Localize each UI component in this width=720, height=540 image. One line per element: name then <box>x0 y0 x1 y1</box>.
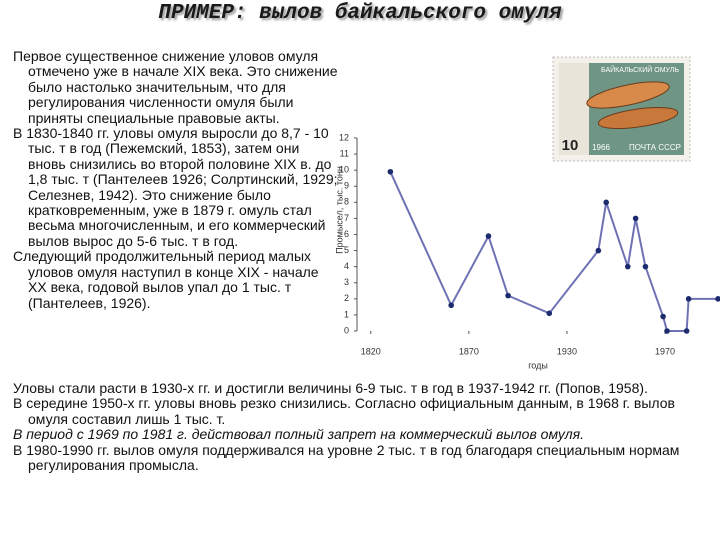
stamp-year: 1966 <box>592 143 610 152</box>
paragraph: В середине 1950-х гг. уловы вновь резко … <box>13 395 675 427</box>
y-tick-label: 9 <box>344 181 349 191</box>
y-axis-label: Промысел, тыс. тонн <box>334 166 344 254</box>
y-tick-label: 12 <box>339 132 349 142</box>
stamp: БАЙКАЛЬСКИЙ ОМУЛЬ 10 1966 ПОЧТА СССР <box>552 56 691 162</box>
paragraph: В 1830-1840 гг. уловы омуля выросли до 8… <box>13 125 338 249</box>
y-tick-label: 6 <box>344 229 349 239</box>
bottom-text: Уловы стали расти в 1930-х гг. и достигл… <box>6 380 718 474</box>
chart: БАЙКАЛЬСКИЙ ОМУЛЬ 10 1966 ПОЧТА СССР Про… <box>334 56 720 370</box>
slide-title: ПРИМЕР: вылов байкальского омуля <box>158 2 562 25</box>
y-tick-label: 0 <box>344 325 349 335</box>
stamp-side <box>559 63 589 155</box>
stamp-caption: БАЙКАЛЬСКИЙ ОМУЛЬ <box>601 65 679 74</box>
data-point <box>505 292 511 299</box>
y-tick-label: 1 <box>344 309 349 319</box>
left-text: Первое существенное снижение уловов омул… <box>6 48 340 311</box>
data-point <box>660 313 666 320</box>
data-point <box>485 233 492 239</box>
y-tick-label: 4 <box>344 261 349 271</box>
paragraph: Первое существенное снижение уловов омул… <box>13 48 338 126</box>
data-point <box>624 263 631 270</box>
data-point <box>685 296 692 302</box>
y-tick-label: 8 <box>344 197 349 207</box>
data-point <box>603 199 609 206</box>
paragraph: В 1980-1990 гг. вылов омуля поддерживалс… <box>13 441 680 474</box>
data-line <box>389 171 719 332</box>
x-tick-label: 1820 <box>361 346 381 356</box>
paragraph: В период с 1969 по 1981 г. действовал по… <box>13 426 584 443</box>
paragraph: Уловы стали расти в 1930-х гг. и достигл… <box>13 380 648 396</box>
stamp-denomination: 10 <box>562 137 579 154</box>
fish <box>597 106 679 130</box>
data-point <box>683 328 690 334</box>
data-point <box>387 168 394 175</box>
fish <box>586 81 670 109</box>
x-tick-label: 1930 <box>557 346 577 356</box>
data-point <box>664 328 670 334</box>
data-point <box>715 296 720 302</box>
stamp-issuer: ПОЧТА СССР <box>629 143 681 152</box>
data-point <box>632 215 639 222</box>
y-tick-label: 2 <box>344 293 349 303</box>
y-tick-label: 11 <box>340 148 349 158</box>
y-tick-label: 3 <box>344 277 349 287</box>
x-tick-label: 1870 <box>459 346 479 356</box>
paragraph: Следующий продолжительный период малых у… <box>13 248 319 311</box>
x-axis-label: годы <box>528 360 548 370</box>
data-point <box>546 310 553 317</box>
y-tick-label: 10 <box>339 165 349 175</box>
data-point <box>448 302 454 309</box>
data-point <box>595 247 602 254</box>
y-tick-label: 5 <box>344 245 349 255</box>
x-tick-label: 1970 <box>655 346 675 356</box>
y-tick-label: 7 <box>344 213 349 223</box>
data-point <box>642 263 649 270</box>
